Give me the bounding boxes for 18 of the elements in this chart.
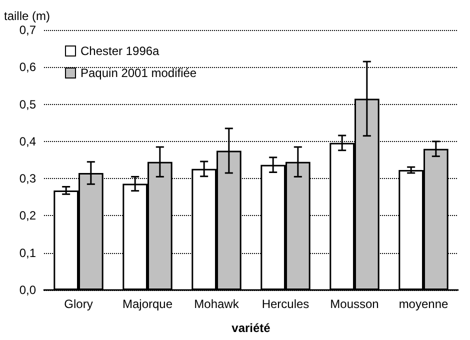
y-tick-label: 0,1 bbox=[19, 246, 36, 260]
x-tick-label: moyenne bbox=[398, 297, 449, 311]
x-tick-label: Mousson bbox=[330, 297, 379, 311]
x-tick-label: Majorque bbox=[122, 297, 173, 311]
y-tick-label: 0,7 bbox=[19, 23, 36, 37]
y-tick-label: 0,2 bbox=[19, 208, 36, 223]
y-tick-label: 0,4 bbox=[19, 134, 36, 148]
y-axis-title: taille (m) bbox=[4, 9, 50, 23]
y-tick-label: 0,5 bbox=[19, 97, 36, 112]
x-tick-label: Mohawk bbox=[194, 297, 240, 311]
legend-label: Chester 1996a bbox=[80, 44, 160, 58]
y-tick-label: 0,3 bbox=[19, 172, 36, 186]
legend-label: Paquin 2001 modifiée bbox=[80, 66, 197, 80]
y-tick-label: 0,0 bbox=[19, 283, 36, 297]
x-tick-label: Hercules bbox=[262, 297, 310, 311]
y-tick-label: 0,6 bbox=[19, 60, 36, 74]
x-tick-label: Glory bbox=[64, 297, 93, 311]
x-axis-title: variété bbox=[232, 321, 271, 335]
